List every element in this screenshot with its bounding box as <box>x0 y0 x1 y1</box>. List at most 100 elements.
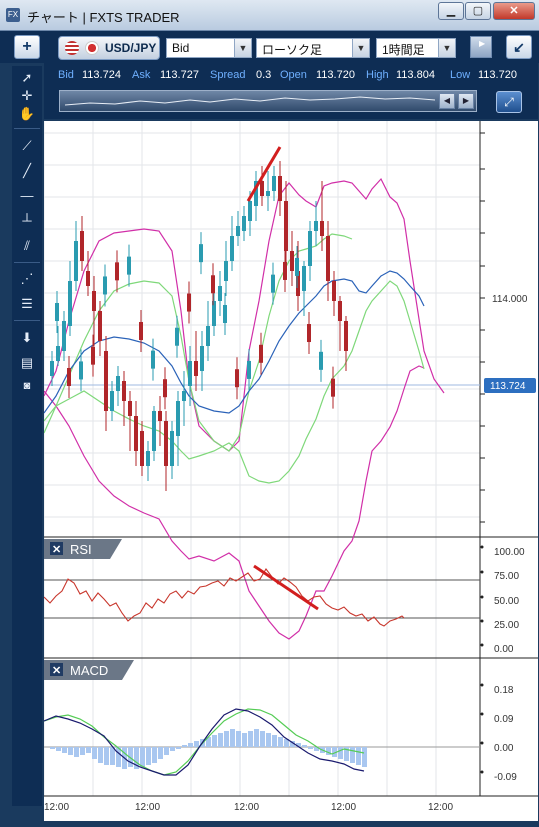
maximize-button[interactable]: ▢ <box>465 2 491 20</box>
candle-body <box>134 416 138 451</box>
title-bar: FX チャート | FXTS TRADER ▁ ▢ ✕ <box>0 0 539 31</box>
candle-body <box>170 431 174 466</box>
candle-body <box>338 301 342 321</box>
time-axis-label: 12:00 <box>135 802 160 813</box>
candle-body <box>223 305 227 324</box>
candle-body <box>314 221 318 231</box>
hand-icon[interactable]: ✋ <box>18 106 36 121</box>
list-icon[interactable]: ▤ <box>20 355 34 370</box>
candle-body <box>260 181 264 196</box>
spread-label: Spread <box>210 69 246 81</box>
add-chart-button[interactable]: + <box>14 35 40 59</box>
rsi-axis-50: 50.00 <box>494 596 519 607</box>
candle-body <box>248 201 252 221</box>
toolbar-divider <box>14 262 40 263</box>
macd-histogram-bar <box>272 735 277 747</box>
candle-body <box>176 401 180 436</box>
vertical-line-icon[interactable]: ┴ <box>22 213 32 228</box>
macd-histogram-bar <box>164 747 169 755</box>
timeframe-select[interactable]: 1時間足 ▼ <box>376 38 456 58</box>
macd-histogram-bar <box>356 747 361 765</box>
rsi-close-button[interactable] <box>50 542 63 555</box>
bid-value: 113.724 <box>82 69 121 81</box>
macd-histogram-bar <box>284 739 289 747</box>
macd-histogram-bar <box>308 747 313 749</box>
candle-body <box>295 257 299 276</box>
close-button[interactable]: ✕ <box>493 2 535 20</box>
candle-body <box>206 326 210 346</box>
chevron-right-icon[interactable]: ▶ <box>458 93 474 109</box>
rsi-axis-0: 0.00 <box>494 644 514 655</box>
us-flag-icon <box>65 41 79 55</box>
candle-body <box>55 303 59 321</box>
macd-histogram-bar <box>98 747 103 763</box>
axis-tick <box>480 643 484 647</box>
candle-body <box>344 321 348 351</box>
candle-body <box>242 216 246 231</box>
macd-histogram-bar <box>140 747 145 767</box>
candle-body <box>199 244 203 263</box>
price-type-value: Bid <box>172 41 190 55</box>
candle-body <box>290 251 294 271</box>
candle-body <box>284 201 288 251</box>
time-axis-label: 12:00 <box>331 802 356 813</box>
trendline-icon[interactable]: ╱ <box>23 163 31 178</box>
candle-body <box>115 262 119 281</box>
candle-body <box>296 271 300 296</box>
ruler-icon[interactable]: ⟋ <box>22 138 32 153</box>
close-icon: ✕ <box>509 5 519 17</box>
camera-icon[interactable]: ◙ <box>23 380 31 392</box>
time-axis-label: 12:00 <box>234 802 259 813</box>
current-price-label: 113.724 <box>490 381 526 392</box>
horizontal-line-icon[interactable]: — <box>20 188 34 203</box>
candle-body <box>110 391 114 411</box>
axis-tick <box>480 770 484 774</box>
ask-value: 113.727 <box>160 69 199 81</box>
macd-histogram-bar <box>344 747 349 761</box>
toolbar-divider <box>14 128 40 129</box>
candle-body <box>56 346 60 361</box>
bollinger-inner-lower <box>43 280 425 484</box>
macd-histogram-bar <box>110 747 115 765</box>
macd-histogram-bar <box>314 747 319 751</box>
fan-icon[interactable]: ⋰ <box>20 271 34 286</box>
bid-label: Bid <box>58 69 74 81</box>
macd-histogram-bar <box>74 747 79 757</box>
macd-histogram-bar <box>224 731 229 747</box>
macd-close-button[interactable] <box>50 663 63 676</box>
fibonacci-icon[interactable]: ☰ <box>21 296 33 311</box>
macd-histogram-bar <box>296 743 301 747</box>
channel-icon[interactable]: ⫽ <box>24 238 30 253</box>
axis-tick <box>480 570 484 574</box>
chevron-left-icon[interactable]: ◀ <box>439 93 455 109</box>
macd-axis-018: 0.18 <box>494 685 514 696</box>
high-value: 113.804 <box>396 69 435 81</box>
macd-histogram-bar <box>194 741 199 747</box>
toolbar-scroll-button[interactable]: ▶ <box>470 36 492 58</box>
chart-canvas[interactable]: ✕ RSI ✕ MACD 114.000 113.724 100.00 75.0… <box>43 121 538 821</box>
macd-line <box>43 708 365 776</box>
candle-body <box>163 379 167 398</box>
download-icon[interactable]: ⬇ <box>21 330 33 345</box>
price-type-select[interactable]: Bid ▼ <box>166 38 252 58</box>
collapse-button[interactable]: ↙ <box>506 35 532 59</box>
macd-histogram-bar <box>338 747 343 759</box>
candle-body <box>122 381 126 401</box>
chart-type-select[interactable]: ローソク足 ▼ <box>256 38 370 58</box>
overview-navigator[interactable]: ◀ ▶ <box>59 90 477 112</box>
maximize-chart-button[interactable]: ⤢ <box>496 91 522 113</box>
candle-body <box>224 261 228 281</box>
macd-histogram-bar <box>182 745 187 747</box>
macd-histogram-bar <box>290 741 295 747</box>
symbol-selector[interactable]: USD/JPY <box>58 36 160 60</box>
candle-body <box>98 311 102 341</box>
candle-body <box>151 350 155 369</box>
macd-histogram-bar <box>56 747 61 751</box>
pointer-icon[interactable]: ➚ <box>21 70 33 85</box>
crosshair-pointer-icon[interactable]: ✛ <box>21 88 33 103</box>
minimize-button[interactable]: ▁ <box>438 2 464 20</box>
macd-histogram-bar <box>326 747 331 755</box>
chart-area[interactable]: ✕ RSI ✕ MACD 114.000 113.724 100.00 75.0… <box>43 121 538 821</box>
macd-histogram-bar <box>146 747 151 765</box>
macd-histogram-bar <box>230 729 235 747</box>
